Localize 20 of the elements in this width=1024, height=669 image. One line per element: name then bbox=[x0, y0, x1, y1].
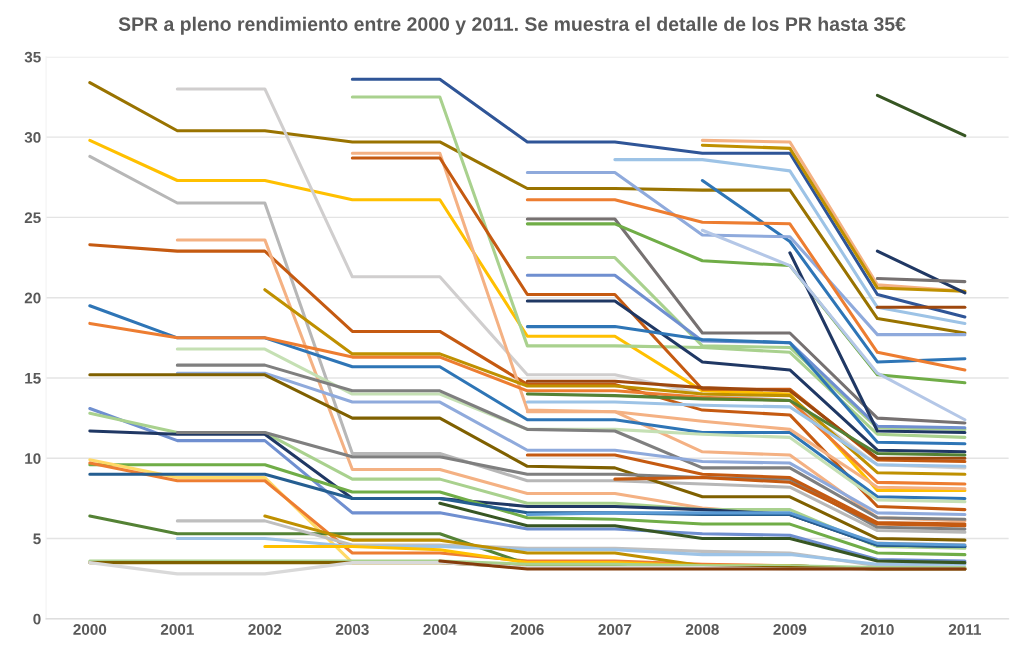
x-tick-label: 2000 bbox=[73, 624, 107, 635]
y-tick-label: 20 bbox=[24, 292, 41, 304]
x-tick-label: 2010 bbox=[860, 624, 894, 635]
y-tick-label: 30 bbox=[24, 132, 41, 143]
chart-title: SPR a pleno rendimiento entre 2000 y 2011. Se muestra el detalle de los PR hasta 35€ bbox=[118, 16, 906, 35]
y-tick-label: 5 bbox=[33, 533, 41, 545]
x-tick-label: 2003 bbox=[335, 624, 369, 635]
y-tick-label: 15 bbox=[25, 373, 41, 384]
y-tick-label: 35 bbox=[24, 51, 41, 63]
y-tick-label: 10 bbox=[25, 453, 41, 464]
x-tick-label: 2008 bbox=[685, 624, 719, 635]
x-tick-label: 2006 bbox=[510, 624, 544, 635]
x-tick-label: 2007 bbox=[598, 624, 632, 635]
y-tick-label: 0 bbox=[33, 613, 41, 625]
x-tick-label: 2004 bbox=[423, 624, 457, 635]
x-tick-label: 2002 bbox=[248, 624, 282, 635]
x-tick-label: 2011 bbox=[948, 624, 982, 635]
x-tick-label: 2001 bbox=[160, 624, 194, 635]
x-tick-label: 2009 bbox=[773, 624, 807, 635]
y-tick-label: 25 bbox=[24, 212, 41, 224]
